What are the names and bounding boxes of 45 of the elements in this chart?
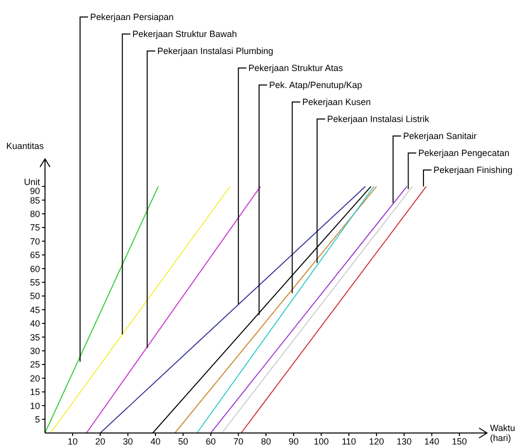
x-tick-label: 80 (260, 436, 272, 446)
x-tick-label: 10 (68, 436, 78, 446)
y-tick-label: 60 (30, 264, 40, 274)
annotation: Pekerjaan Kusen (302, 97, 371, 107)
annotation: Pekerjaan Finishing (433, 165, 513, 175)
annotation: Pekerjaan Sanitair (403, 131, 477, 141)
y-tick-label: 75 (30, 222, 40, 233)
annotation: Pekerjaan Pengecatan (418, 148, 510, 158)
annotation: Pekerjaan Persiapan (90, 12, 174, 22)
y-tick-label: 50 (30, 291, 40, 302)
x-tick-label: 140 (424, 436, 440, 446)
x-tick-label: 110 (342, 436, 356, 446)
y-tick-label: 45 (30, 304, 40, 315)
y-tick-label: 85 (30, 195, 40, 206)
x-tick-label: 50 (178, 436, 188, 446)
y-tick-label: 5 (34, 414, 40, 424)
y-tick-label: 30 (30, 346, 40, 356)
annotation: Pekerjaan Struktur Atas (248, 63, 344, 73)
y-tick-label: 80 (30, 208, 40, 219)
annotation: Pek. Atap/Penutup/Kap (269, 80, 362, 90)
y-tick-label: 25 (30, 360, 40, 370)
x-tick-label: 130 (396, 436, 412, 446)
y-tick-label: 15 (30, 387, 40, 398)
y-tick-label: 10 (30, 400, 40, 411)
x-tick-label: 20 (95, 436, 106, 446)
x-tick-label: 70 (233, 436, 244, 446)
y-tick-label: 35 (30, 332, 40, 342)
y-tick-label: 20 (30, 373, 40, 384)
annotation: Pekerjaan Instalasi Plumbing (157, 46, 274, 56)
y-tick-label: 65 (30, 250, 40, 260)
y-tick-label: 40 (30, 318, 40, 329)
x-tick-label: 150 (452, 436, 467, 446)
x-axis-title: Waktu (hari) (490, 423, 516, 443)
y-tick-label: 70 (30, 236, 40, 246)
x-tick-label: 100 (314, 436, 329, 446)
x-tick-label: 90 (288, 436, 299, 446)
y-tick-label: 55 (30, 277, 40, 288)
x-tick-label: 120 (368, 436, 384, 446)
x-tick-label: 60 (206, 436, 216, 446)
y-axis-title: Kuantitas (6, 141, 44, 151)
annotation: Pekerjaan Instalasi Listrik (327, 114, 430, 124)
x-tick-label: 40 (150, 436, 161, 446)
x-tick-label: 30 (122, 436, 133, 446)
y-tick-label: Unit 90 (24, 177, 40, 196)
annotation: Pekerjaan Struktur Bawah (132, 29, 237, 39)
